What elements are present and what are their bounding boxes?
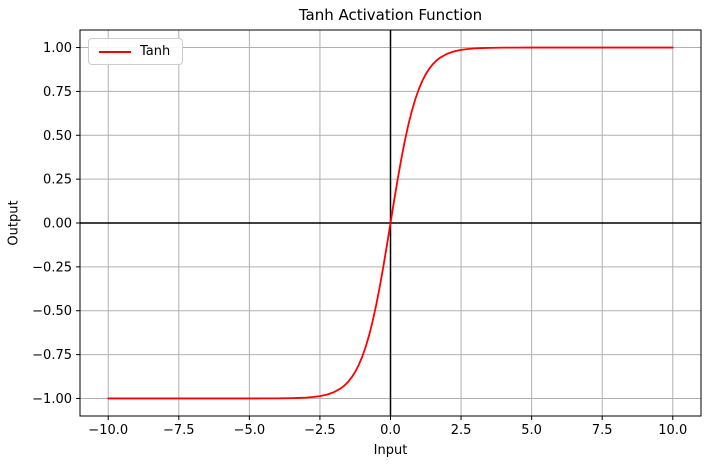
y-tick-label: 1.00 xyxy=(43,41,72,56)
legend: Tanh xyxy=(88,38,184,65)
legend-label: Tanh xyxy=(140,44,171,59)
y-tick-label: −0.50 xyxy=(32,304,72,319)
chart-title: Tanh Activation Function xyxy=(298,6,483,24)
x-tick-label: −7.5 xyxy=(163,423,195,438)
y-axis-label: Output xyxy=(6,200,22,246)
x-tick-label: 5.0 xyxy=(521,423,542,438)
y-tick-label: 0.75 xyxy=(43,85,72,100)
x-tick-label: −10.0 xyxy=(88,423,128,438)
x-tick-label: −5.0 xyxy=(234,423,266,438)
x-tick-label: 7.5 xyxy=(592,423,613,438)
y-tick-label: −0.25 xyxy=(32,260,72,275)
x-tick-label: −2.5 xyxy=(304,423,336,438)
y-tick-label: 0.25 xyxy=(43,173,72,188)
y-tick-label: 0.00 xyxy=(43,217,72,232)
tanh-curve xyxy=(107,46,674,400)
y-tick-label: −0.75 xyxy=(32,348,72,363)
legend-line-swatch xyxy=(99,50,131,53)
x-tick-label: 10.0 xyxy=(658,423,687,438)
y-tick-label: 0.50 xyxy=(43,129,72,144)
y-tick-label: −1.00 xyxy=(32,392,72,407)
x-tick-label: 0.0 xyxy=(380,423,401,438)
x-tick-label: 2.5 xyxy=(451,423,472,438)
x-axis-label: Input xyxy=(373,443,408,458)
